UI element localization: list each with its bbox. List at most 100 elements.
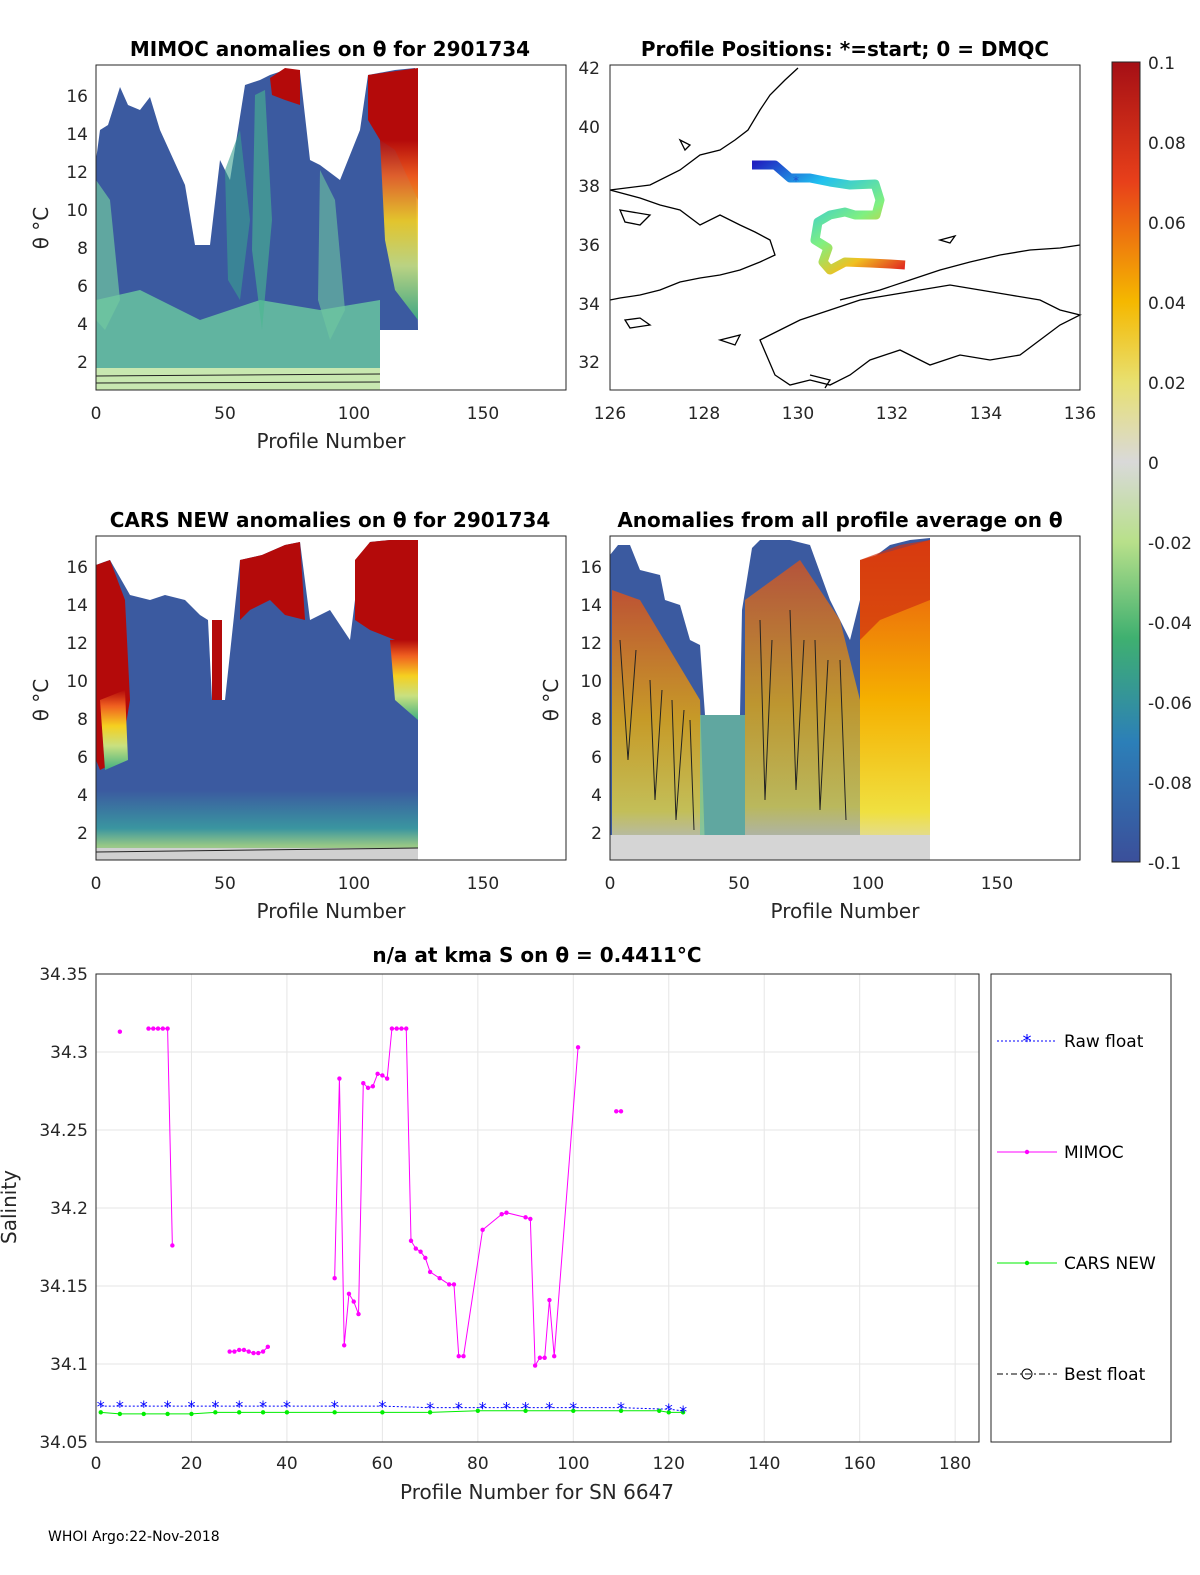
data-point [528, 1216, 533, 1222]
data-point: * [679, 1402, 687, 1421]
x-tick: 134 [970, 404, 1002, 424]
map-xticks: 126 128 130 132 134 136 [594, 404, 1096, 424]
data-point [384, 1076, 390, 1081]
legend-label: CARS NEW [1064, 1254, 1156, 1274]
y-tick: 2 [77, 824, 88, 844]
data-point: * [378, 1397, 386, 1416]
cbar-tick: -0.06 [1148, 694, 1192, 714]
data-point [284, 1410, 290, 1415]
data-point [251, 1350, 256, 1356]
data-point [447, 1282, 452, 1287]
salinity-xticks: 0 20 40 60 80 100 120 140 160 180 [91, 1454, 972, 1474]
mimoc-xlabel: Profile Number [257, 429, 407, 453]
legend-mimoc: MIMOC [997, 1143, 1124, 1163]
y-tick: 32 [578, 353, 600, 373]
salinity-xlabel: Profile Number for SN 6647 [400, 1480, 674, 1504]
y-tick: 16 [66, 558, 88, 578]
series-line [100, 1405, 684, 1412]
data-point: * [545, 1399, 553, 1418]
y-tick: 6 [77, 277, 88, 297]
data-point [404, 1026, 409, 1031]
mimoc-xticks: 0 50 100 150 [91, 404, 500, 424]
cbar-tick: 0.04 [1148, 294, 1186, 314]
data-point [437, 1276, 442, 1281]
series-mimoc [117, 1026, 624, 1368]
data-point [265, 1344, 271, 1350]
legend-raw: * Raw float [997, 1031, 1144, 1052]
data-point [618, 1408, 624, 1414]
x-tick: 128 [688, 404, 720, 424]
data-point [537, 1355, 543, 1360]
data-point [260, 1349, 266, 1354]
data-point: * [97, 1397, 105, 1416]
footer-credit: WHOI Argo:22-Nov-2018 [48, 1529, 220, 1545]
data-point: * [502, 1399, 510, 1418]
y-tick: 8 [591, 710, 602, 730]
data-point: * [455, 1399, 463, 1418]
data-point: * [116, 1397, 124, 1416]
y-tick: 12 [66, 634, 88, 654]
avg-xlabel: Profile Number [771, 899, 921, 923]
x-tick: 150 [981, 874, 1013, 894]
y-tick: 34.1 [50, 1355, 88, 1375]
data-point: * [617, 1399, 625, 1418]
y-tick: 34.15 [39, 1277, 88, 1297]
data-point [499, 1212, 504, 1217]
x-tick: 100 [852, 874, 884, 894]
y-tick: 34.2 [50, 1199, 88, 1219]
data-point [614, 1109, 619, 1114]
cbar-tick: 0.1 [1148, 54, 1175, 74]
panel-map: Profile Positions: *=start; 0 = DMQC * 1… [578, 37, 1096, 424]
avg-field [610, 538, 930, 860]
float-trace: * [752, 160, 906, 275]
data-point [117, 1411, 123, 1417]
mimoc-ylabel: θ °C [29, 207, 53, 250]
circle-marker-icon [1021, 1368, 1033, 1380]
coastline [609, 67, 1082, 389]
x-tick: 0 [91, 874, 102, 894]
data-point [227, 1349, 232, 1354]
data-point [236, 1347, 242, 1353]
y-tick: 34.35 [39, 965, 88, 985]
data-point [399, 1026, 404, 1031]
cbar-tick: 0.02 [1148, 374, 1186, 394]
y-tick: 2 [77, 353, 88, 373]
data-point [341, 1343, 347, 1348]
data-point: * [164, 1397, 172, 1416]
data-point: * [331, 1397, 339, 1416]
x-tick: 20 [181, 1454, 203, 1474]
panel-mimoc: MIMOC anomalies on θ for 2901734 0 50 10… [29, 37, 567, 453]
y-tick: 2 [591, 824, 602, 844]
data-point [151, 1026, 156, 1031]
mimoc-yticks: 2 4 6 8 10 12 14 16 [66, 87, 88, 373]
data-point [380, 1073, 385, 1078]
panel-salinity: n/a at kma S on θ = 0.4411°C * * * * * * * * * * *… [0, 943, 980, 1504]
x-tick: 126 [594, 404, 626, 424]
data-point [260, 1410, 266, 1415]
x-tick: 50 [214, 404, 236, 424]
data-point [523, 1408, 528, 1414]
data-point [232, 1349, 237, 1354]
data-point [155, 1026, 161, 1031]
y-tick: 8 [77, 239, 88, 259]
series-layer: * * * * * * * * * * * * * * * * * * * * * [97, 1026, 687, 1421]
colorbar: 0.1 0.08 0.06 0.04 0.02 0 -0.02 -0.04 -0… [1111, 54, 1192, 874]
y-tick: 6 [77, 748, 88, 768]
data-point [532, 1363, 538, 1368]
data-point [213, 1410, 218, 1415]
data-point [618, 1109, 624, 1114]
panel-average: Anomalies from all profile average on θ … [539, 508, 1081, 923]
data-point [332, 1410, 337, 1415]
data-point [189, 1411, 194, 1417]
data-point: * [140, 1397, 148, 1416]
cbar-tick: 0 [1148, 454, 1159, 474]
cars-ylabel: θ °C [29, 679, 53, 722]
cars-field [95, 540, 419, 860]
cars-yticks: 2 4 6 8 10 12 14 16 [66, 558, 88, 844]
data-point [408, 1238, 414, 1243]
data-point [351, 1299, 356, 1304]
data-point [117, 1029, 123, 1034]
data-point [523, 1215, 528, 1220]
legend-label: MIMOC [1064, 1143, 1124, 1163]
y-tick: 10 [66, 672, 88, 692]
